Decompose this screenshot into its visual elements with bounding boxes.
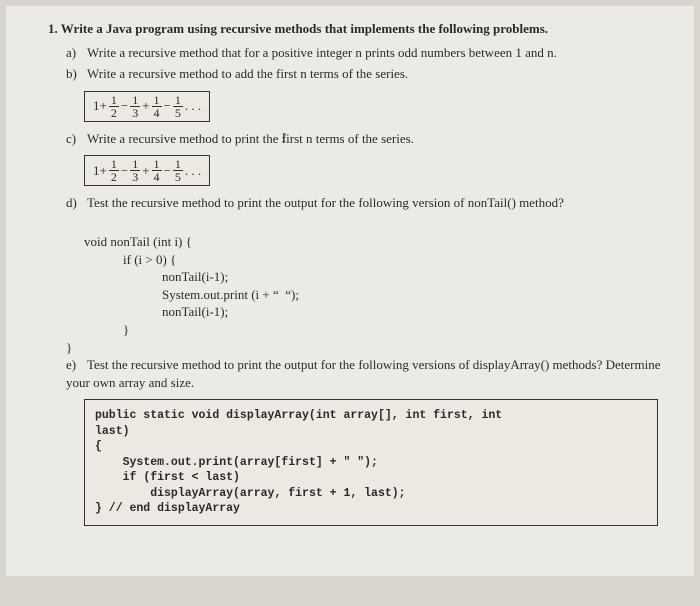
nontail-code: void nonTail (int i) { if (i > 0) { nonT… bbox=[84, 216, 668, 339]
question-text: Write a Java program using recursive met… bbox=[61, 21, 548, 36]
op-b-1: + bbox=[142, 97, 149, 115]
part-d-text: Test the recursive method to print the o… bbox=[87, 195, 564, 210]
series-lead: 1+ bbox=[93, 97, 107, 115]
part-e-text: Test the recursive method to print the o… bbox=[66, 357, 661, 390]
code-d-l1: void nonTail (int i) { bbox=[84, 234, 192, 249]
part-e: e) Test the recursive method to print th… bbox=[66, 356, 668, 391]
page: 1. Write a Java program using recursive … bbox=[6, 6, 694, 576]
series-row-c: 1+ 12 − 13 + 14 − 15 . . . bbox=[93, 158, 201, 183]
part-a-text: Write a recursive method that for a posi… bbox=[87, 45, 557, 60]
part-d-label: d) bbox=[66, 194, 84, 212]
part-b: b) Write a recursive method to add the f… bbox=[66, 65, 668, 83]
series-lead-c: 1+ bbox=[93, 162, 107, 180]
frac-b-0: 12 bbox=[109, 94, 119, 119]
op-b-3: . . . bbox=[185, 97, 201, 115]
part-d: d) Test the recursive method to print th… bbox=[66, 194, 668, 212]
op-c-0: − bbox=[121, 162, 128, 180]
part-c-label: c) bbox=[66, 130, 84, 148]
op-c-3: . . . bbox=[185, 162, 201, 180]
part-c-text-after: first n terms of the series. bbox=[282, 131, 414, 146]
part-a-label: a) bbox=[66, 44, 84, 62]
frac-c-3: 15 bbox=[173, 158, 183, 183]
question-title: 1. Write a Java program using recursive … bbox=[48, 20, 668, 38]
code-d-l6: } bbox=[84, 322, 129, 337]
frac-b-2: 14 bbox=[152, 94, 162, 119]
op-b-0: − bbox=[121, 97, 128, 115]
series-formula-b: 1+ 12 − 13 + 14 − 15 . . . bbox=[84, 91, 210, 122]
code-d-l3: nonTail(i-1); bbox=[84, 269, 228, 284]
op-c-2: − bbox=[164, 162, 171, 180]
code-d-l2: if (i > 0) { bbox=[84, 252, 176, 267]
op-b-2: − bbox=[164, 97, 171, 115]
frac-c-1: 13 bbox=[130, 158, 140, 183]
part-c-text-before: Write a recursive method to print the bbox=[87, 131, 282, 146]
code-d-l4: System.out.print (i + “ “); bbox=[84, 287, 299, 302]
displayarray-code: public static void displayArray(int arra… bbox=[84, 399, 658, 526]
frac-c-2: 14 bbox=[152, 158, 162, 183]
op-c-1: + bbox=[142, 162, 149, 180]
series-row-b: 1+ 12 − 13 + 14 − 15 . . . bbox=[93, 94, 201, 119]
part-b-text: Write a recursive method to add the firs… bbox=[87, 66, 408, 81]
part-e-label: e) bbox=[66, 356, 84, 374]
frac-b-1: 13 bbox=[130, 94, 140, 119]
frac-b-3: 15 bbox=[173, 94, 183, 119]
part-b-label: b) bbox=[66, 65, 84, 83]
code-d-l5: nonTail(i-1); bbox=[84, 304, 228, 319]
part-a: a) Write a recursive method that for a p… bbox=[66, 44, 668, 62]
part-c: c) Write a recursive method to print the… bbox=[66, 130, 668, 148]
code-d-l7: } bbox=[66, 339, 668, 357]
question-number: 1. bbox=[48, 21, 58, 36]
series-formula-c: 1+ 12 − 13 + 14 − 15 . . . bbox=[84, 155, 210, 186]
frac-c-0: 12 bbox=[109, 158, 119, 183]
